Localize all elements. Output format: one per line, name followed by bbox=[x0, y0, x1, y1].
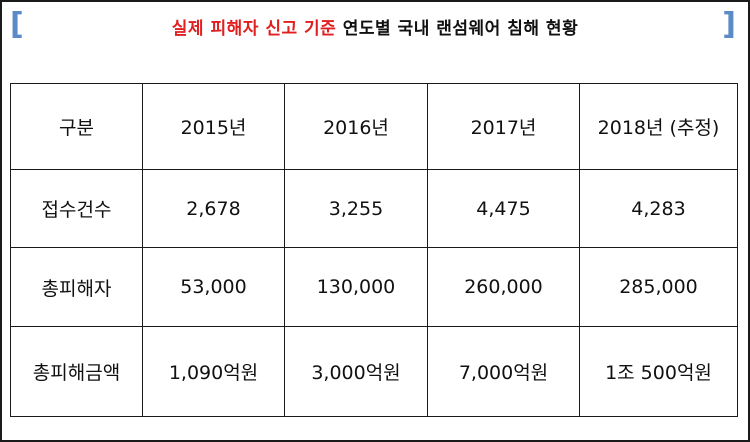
header-2018-estimate: 2018년 (추정) bbox=[579, 83, 738, 170]
left-bracket-decoration: [ bbox=[10, 7, 24, 42]
row-label: 접수건수 bbox=[10, 169, 143, 248]
table-cell: 1조 500억원 bbox=[579, 326, 738, 417]
title-rest: 연도별 국내 랜섬웨어 침해 현황 bbox=[342, 19, 579, 39]
header-2016: 2016년 bbox=[284, 83, 428, 170]
table-cell: 4,475 bbox=[427, 169, 580, 248]
table-cell: 130,000 bbox=[284, 247, 428, 327]
header-category: 구분 bbox=[10, 83, 143, 170]
table-header-row: 구분 2015년 2016년 2017년 2018년 (추정) bbox=[10, 83, 738, 170]
header-2015: 2015년 bbox=[142, 83, 285, 170]
table-cell: 2,678 bbox=[142, 169, 285, 248]
row-label: 총피해자 bbox=[10, 247, 143, 327]
header-2017: 2017년 bbox=[427, 83, 580, 170]
table-cell: 1,090억원 bbox=[142, 326, 285, 417]
table-row-victims: 총피해자 53,000 130,000 260,000 285,000 bbox=[10, 247, 738, 327]
title-highlight: 실제 피해자 신고 기준 bbox=[171, 19, 337, 39]
table-cell: 53,000 bbox=[142, 247, 285, 327]
table-cell: 260,000 bbox=[427, 247, 580, 327]
table-cell: 3,255 bbox=[284, 169, 428, 248]
page-title: 실제 피해자 신고 기준 연도별 국내 랜섬웨어 침해 현황 bbox=[2, 14, 748, 39]
table-cell: 285,000 bbox=[579, 247, 738, 327]
table-row-reports: 접수건수 2,678 3,255 4,475 4,283 bbox=[10, 169, 738, 248]
right-bracket-decoration: ] bbox=[722, 7, 736, 42]
ransomware-stats-table: 구분 2015년 2016년 2017년 2018년 (추정) 접수건수 2,6… bbox=[10, 83, 738, 417]
table-cell: 3,000억원 bbox=[284, 326, 428, 417]
table-row-damages: 총피해금액 1,090억원 3,000억원 7,000억원 1조 500억원 bbox=[10, 326, 738, 417]
table-cell: 4,283 bbox=[579, 169, 738, 248]
row-label: 총피해금액 bbox=[10, 326, 143, 417]
table-cell: 7,000억원 bbox=[427, 326, 580, 417]
